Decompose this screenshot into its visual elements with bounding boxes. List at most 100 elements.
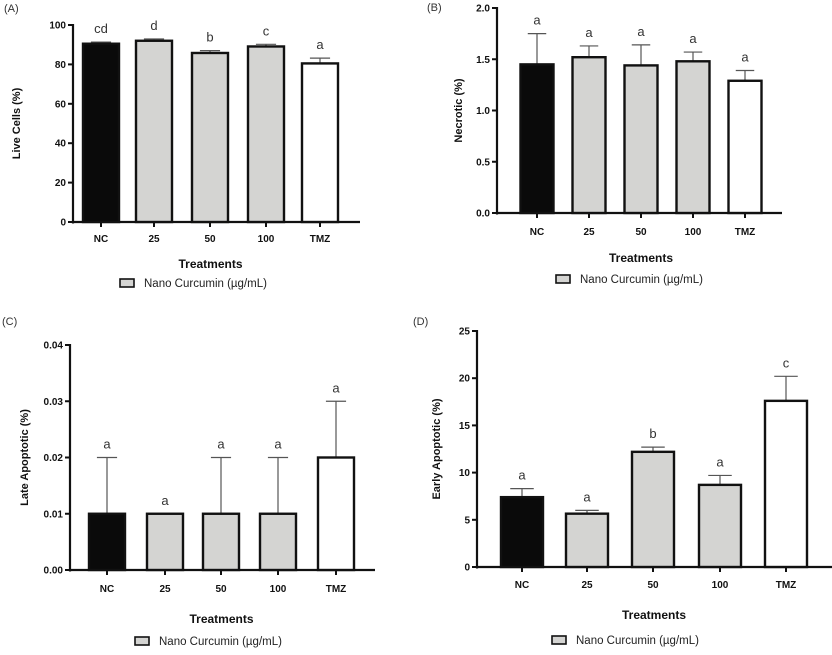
y-tick-label: 0 xyxy=(464,563,470,574)
y-axis-title: Early Apoptotic (%) xyxy=(431,398,443,499)
y-tick-label: 2.0 xyxy=(476,4,490,15)
panel-b: (B) 0.0 0.5 1.0 1.5 2.0 Necrotic (%) NC a 25 a 50 a 1… xyxy=(427,2,782,286)
y-tick-label: 0 xyxy=(60,218,66,229)
significance-letter: a xyxy=(637,24,645,39)
y-tick-label: 10 xyxy=(459,468,471,479)
x-tick-label: 50 xyxy=(215,584,227,595)
significance-letter: a xyxy=(332,380,340,395)
bar-tmz xyxy=(727,79,763,215)
significance-letter: a xyxy=(274,437,282,452)
y-axis-title: Late Apoptotic (%) xyxy=(19,409,31,506)
legend-swatch xyxy=(555,274,571,284)
y-tick-label: 80 xyxy=(55,60,67,71)
y-axis-title: Live Cells (%) xyxy=(11,87,23,159)
significance-letter: a xyxy=(217,437,225,452)
x-tick-label: 25 xyxy=(159,584,171,595)
significance-letter: a xyxy=(741,50,749,65)
significance-letter: c xyxy=(263,23,270,38)
x-axis-title: Treatments xyxy=(609,251,673,265)
x-tick-label: 50 xyxy=(647,580,659,591)
panel-label: (C) xyxy=(2,316,17,328)
x-tick-label: NC xyxy=(515,580,529,591)
x-axis-title: Treatments xyxy=(189,612,253,626)
y-tick-label: 0.0 xyxy=(476,209,490,220)
y-tick-label: 0.00 xyxy=(44,566,64,577)
bar-50 xyxy=(623,64,659,215)
y-tick-label: 15 xyxy=(459,421,471,432)
y-tick-label: 20 xyxy=(459,374,471,385)
significance-letter: d xyxy=(150,18,157,33)
bar-nc xyxy=(499,495,545,569)
x-tick-label: NC xyxy=(100,584,114,595)
panel-d: (D) 0 5 10 15 20 25 Early Apoptotic (%) NC a 25 a 50… xyxy=(413,316,832,647)
x-tick-label: 25 xyxy=(148,234,160,245)
significance-letter: a xyxy=(689,31,697,46)
legend: Nano Curcumin (µg/mL) xyxy=(119,278,267,290)
y-tick-label: 0.01 xyxy=(44,509,64,520)
panel-label: (B) xyxy=(427,2,442,14)
legend-label: Nano Curcumin (µg/mL) xyxy=(580,274,703,286)
bar-nc xyxy=(519,63,555,215)
bar-tmz xyxy=(300,62,340,224)
significance-letter: b xyxy=(649,426,656,441)
bar-50 xyxy=(630,450,676,569)
legend: Nano Curcumin (µg/mL) xyxy=(134,636,282,648)
significance-letter: a xyxy=(533,13,541,28)
y-tick-label: 60 xyxy=(55,99,67,110)
bar-25 xyxy=(571,56,607,215)
x-tick-label: 50 xyxy=(204,234,216,245)
bar-tmz xyxy=(316,456,356,572)
bar-100 xyxy=(246,45,286,224)
legend-swatch xyxy=(119,278,135,288)
panel-label: (D) xyxy=(413,316,428,328)
legend: Nano Curcumin (µg/mL) xyxy=(551,635,699,647)
x-tick-label: NC xyxy=(530,227,544,238)
x-tick-label: TMZ xyxy=(326,584,347,595)
y-tick-label: 0.5 xyxy=(476,157,490,168)
panel-a: (A) 0 20 40 60 80 100 Live Cells (%) NC cd 25 d 50 b 1… xyxy=(4,3,360,290)
bar-nc xyxy=(81,42,121,224)
panel-c: (C) 0.00 0.01 0.02 0.03 0.04 Late Apoptotic (%… xyxy=(2,316,375,648)
x-tick-label: TMZ xyxy=(310,234,331,245)
bar-25 xyxy=(134,39,174,224)
x-tick-label: 100 xyxy=(258,234,275,245)
y-tick-label: 0.03 xyxy=(44,397,64,408)
x-tick-label: 50 xyxy=(635,227,647,238)
legend-label: Nano Curcumin (µg/mL) xyxy=(576,635,699,647)
significance-letter: cd xyxy=(94,21,108,36)
x-tick-label: TMZ xyxy=(776,580,797,591)
x-axis-title: Treatments xyxy=(622,608,686,622)
bar-100 xyxy=(675,60,711,215)
legend-swatch xyxy=(134,636,150,646)
x-axis-title: Treatments xyxy=(178,257,242,271)
bar-50 xyxy=(201,512,241,572)
x-tick-label: 100 xyxy=(270,584,287,595)
legend-label: Nano Curcumin (µg/mL) xyxy=(159,636,282,648)
significance-letter: a xyxy=(716,454,724,469)
y-tick-label: 0.04 xyxy=(44,341,64,352)
significance-letter: b xyxy=(206,30,213,45)
significance-letter: a xyxy=(583,489,591,504)
y-tick-label: 1.5 xyxy=(476,55,490,66)
y-tick-label: 0.02 xyxy=(44,453,64,464)
x-tick-label: TMZ xyxy=(735,227,756,238)
bar-tmz xyxy=(763,399,809,569)
x-tick-label: 25 xyxy=(581,580,593,591)
legend-label: Nano Curcumin (µg/mL) xyxy=(144,278,267,290)
significance-letter: a xyxy=(585,25,593,40)
significance-letter: a xyxy=(103,437,111,452)
significance-letter: a xyxy=(518,468,526,483)
bar-25 xyxy=(564,512,610,569)
legend-swatch xyxy=(551,635,567,645)
bar-100 xyxy=(697,483,743,569)
bar-25 xyxy=(145,512,185,572)
x-tick-label: 100 xyxy=(712,580,729,591)
x-tick-label: NC xyxy=(94,234,108,245)
significance-letter: c xyxy=(783,355,790,370)
y-tick-label: 25 xyxy=(459,327,471,338)
bar-nc xyxy=(87,512,127,572)
x-tick-label: 25 xyxy=(583,227,595,238)
panel-label: (A) xyxy=(4,3,19,15)
x-tick-label: 100 xyxy=(685,227,702,238)
